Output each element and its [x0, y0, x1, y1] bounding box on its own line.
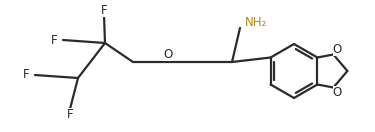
Text: O: O	[333, 43, 342, 56]
Text: NH₂: NH₂	[245, 15, 267, 29]
Text: F: F	[100, 4, 107, 16]
Text: F: F	[50, 34, 57, 46]
Text: F: F	[67, 107, 74, 121]
Text: F: F	[22, 69, 29, 81]
Text: O: O	[164, 48, 172, 60]
Text: O: O	[333, 86, 342, 99]
